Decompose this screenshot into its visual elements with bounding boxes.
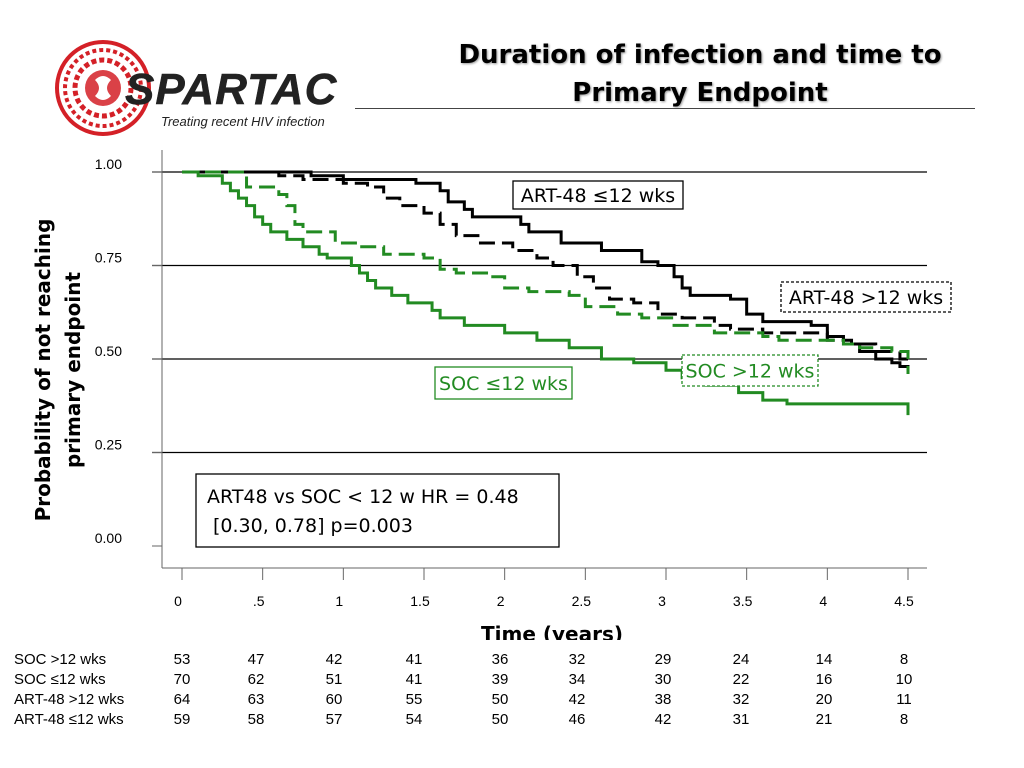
risk-cell: 42: [325, 651, 343, 668]
risk-cell: 42: [654, 711, 672, 728]
risk-cell: 55: [405, 691, 423, 708]
risk-cell: 36: [491, 651, 509, 668]
risk-cell: 14: [815, 651, 833, 668]
risk-cell: 42: [568, 691, 586, 708]
x-tick-label: 3.5: [733, 593, 753, 609]
risk-cell: 53: [173, 651, 191, 668]
risk-cell: 63: [247, 691, 265, 708]
risk-cell: 32: [732, 691, 750, 708]
risk-row-label: SOC ≤12 wks: [14, 671, 106, 688]
risk-cell: 32: [568, 651, 586, 668]
logo-emblem-icon: [55, 40, 151, 136]
label-soc-le12: SOC ≤12 wks: [439, 373, 568, 395]
risk-cell: 62: [247, 671, 265, 688]
risk-cell: 50: [491, 711, 509, 728]
logo-tagline: Treating recent HIV infection: [161, 114, 325, 129]
label-art48-le12-box: [512, 180, 684, 210]
risk-cell: 16: [815, 671, 833, 688]
risk-cell: 30: [654, 671, 672, 688]
risk-row: SOC ≤12 wks 70 62 51 41 39 34 30 22 16 10: [0, 671, 1024, 691]
km-curve-art-48-12-wks: [182, 170, 910, 374]
risk-cell: 60: [325, 691, 343, 708]
x-tick-label: 1.5: [410, 593, 430, 609]
logo-wordmark: SPARTAC: [125, 65, 338, 114]
risk-cell: 59: [173, 711, 191, 728]
risk-row-label: ART-48 ≤12 wks: [14, 711, 124, 728]
risk-cell: 39: [491, 671, 509, 688]
risk-cell: 8: [899, 711, 909, 728]
label-art48-gt12-box: [780, 281, 952, 313]
risk-cell: 34: [568, 671, 586, 688]
risk-cell: 50: [491, 691, 509, 708]
label-soc-gt12: SOC >12 wks: [686, 361, 815, 383]
chart-axes: 0.00 0.25 0.50 0.75 1.00 0 .5 1 1.5 2 2.5 3 3.5 4 4.5 T…: [31, 150, 927, 640]
y-tick-label: 0.50: [95, 343, 122, 359]
label-soc-gt12-box: [681, 354, 819, 387]
x-tick-label: 0: [174, 593, 182, 609]
hr-line-2: [0.30, 0.78] p=0.003: [213, 515, 413, 537]
title-divider: [355, 108, 975, 109]
hr-line-1: ART48 vs SOC < 12 w HR = 0.48: [207, 486, 519, 508]
page-title: Duration of infection and time to Primar…: [420, 36, 980, 112]
risk-cell: 47: [247, 651, 265, 668]
title-line-1: Duration of infection and time to: [458, 40, 942, 70]
risk-cell: 22: [732, 671, 750, 688]
hr-box: [195, 473, 560, 548]
km-chart: 0.00 0.25 0.50 0.75 1.00 0 .5 1 1.5 2 2.5 3 3.5 4 4.5 T…: [31, 150, 952, 640]
risk-cell: 20: [815, 691, 833, 708]
km-curve-soc-12-wks: [182, 170, 910, 374]
y-tick-label: 0.00: [95, 530, 122, 546]
risk-cell: 46: [568, 711, 586, 728]
risk-cell: 41: [405, 651, 423, 668]
label-soc-le12-box: [434, 366, 573, 400]
x-tick-label: .5: [253, 593, 265, 609]
y-axis-title-line-1: Probability of not reaching: [31, 219, 55, 522]
risk-row: SOC >12 wks 53 47 42 41 36 32 29 24 14 8: [0, 651, 1024, 671]
risk-cell: 21: [815, 711, 833, 728]
x-tick-label: 3: [658, 593, 666, 609]
risk-row-label: ART-48 >12 wks: [14, 691, 125, 708]
x-tick-label: 2.5: [572, 593, 592, 609]
risk-row: ART-48 >12 wks 64 63 60 55 50 42 38 32 20 11: [0, 691, 1024, 711]
label-art48-le12: ART-48 ≤12 wks: [521, 185, 675, 207]
y-tick-label: 0.75: [95, 250, 122, 266]
risk-cell: 38: [654, 691, 672, 708]
chart-labels: ART-48 ≤12 wks ART-48 >12 wks SOC >12 wks S…: [195, 180, 952, 548]
y-tick-label: 1.00: [95, 156, 122, 172]
x-tick-label: 1: [335, 593, 343, 609]
x-tick-label: 2: [497, 593, 505, 609]
risk-cell: 58: [247, 711, 265, 728]
x-axis-title: Time (years): [481, 622, 623, 640]
risk-cell: 57: [325, 711, 343, 728]
y-axis-title-line-2: primary endpoint: [61, 272, 85, 469]
risk-row-label: SOC >12 wks: [14, 651, 107, 668]
spartac-logo: SPARTAC Treating recent HIV infection: [55, 40, 338, 136]
risk-cell: 8: [899, 651, 909, 668]
y-tick-label: 0.25: [95, 437, 122, 453]
risk-cell: 54: [405, 711, 423, 728]
risk-cell: 64: [173, 691, 191, 708]
risk-cell: 11: [896, 691, 912, 708]
x-tick-label: 4.5: [894, 593, 914, 609]
title-line-2: Primary Endpoint: [572, 78, 828, 108]
risk-cell: 41: [405, 671, 423, 688]
risk-cell: 51: [325, 671, 343, 688]
risk-cell: 70: [173, 671, 191, 688]
x-tick-label: 4: [819, 593, 827, 609]
label-art48-gt12: ART-48 >12 wks: [789, 287, 943, 309]
risk-cell: 31: [732, 711, 750, 728]
risk-cell: 29: [654, 651, 672, 668]
risk-row: ART-48 ≤12 wks 59 58 57 54 50 46 42 31 21 8: [0, 711, 1024, 731]
km-curve-art-48-12-wks: [182, 170, 910, 374]
risk-cell: 10: [895, 671, 913, 688]
risk-cell: 24: [732, 651, 750, 668]
